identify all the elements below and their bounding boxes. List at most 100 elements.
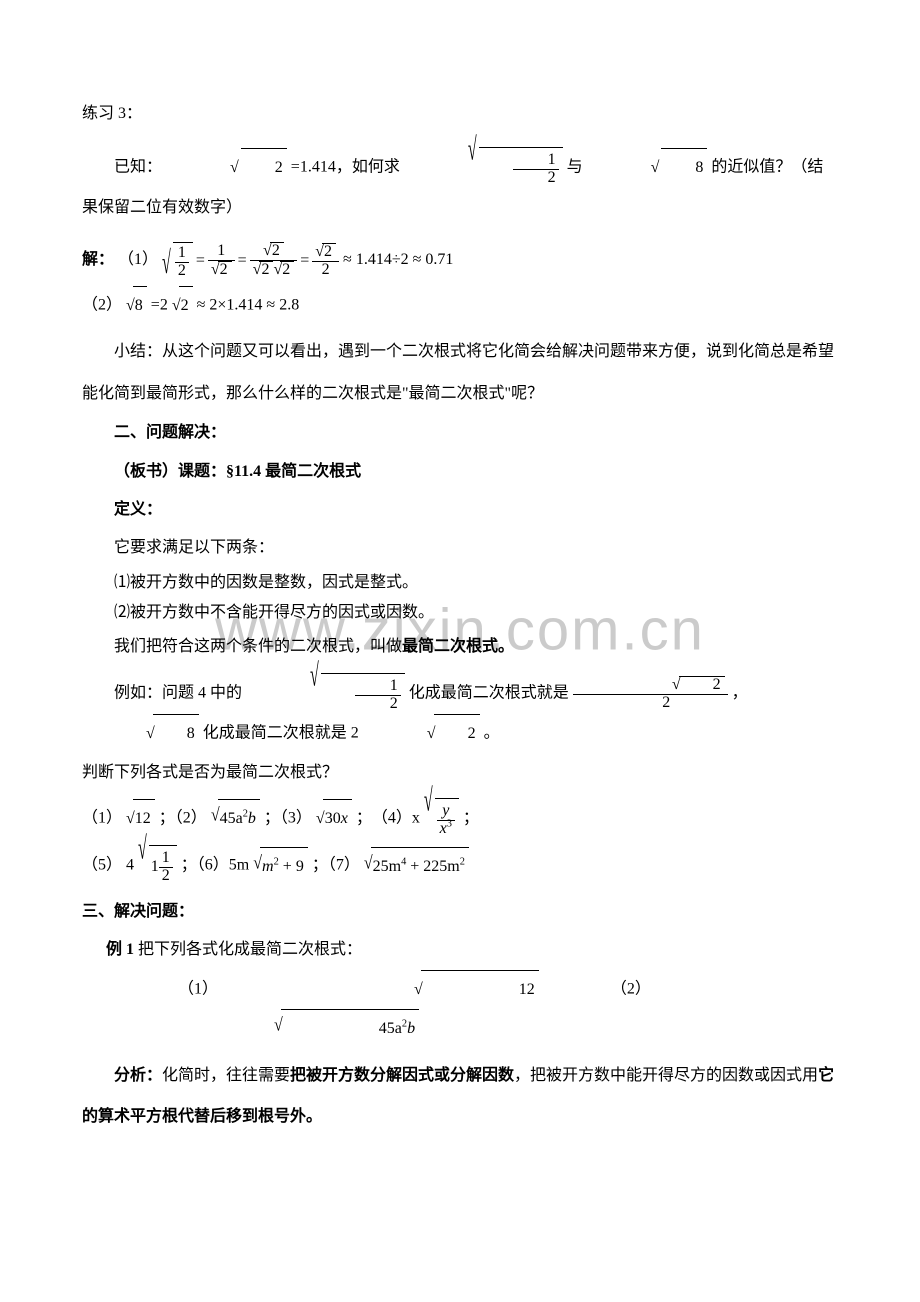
var-m: m <box>262 858 274 875</box>
radicand: 8 <box>153 714 199 753</box>
sqrt-2: √2 <box>211 261 232 279</box>
numerator: √2 <box>312 243 339 261</box>
s2-a: =2 <box>151 296 168 313</box>
surd-icon: √ <box>436 114 477 191</box>
radicand: 2 <box>241 148 287 187</box>
sqrt-half-b: √ 1 2 <box>162 242 193 280</box>
surd-icon: √ <box>395 715 436 753</box>
frac-half: 1 2 <box>513 152 559 187</box>
definition-intro: 它要求满足以下两条： <box>82 529 838 567</box>
text-given-b: =1.414，如何求 <box>291 159 400 176</box>
sup3: 3 <box>447 819 452 830</box>
sqrt-2-d: √2 <box>363 714 480 753</box>
eg-b: 化成最简二次根式就是 <box>409 684 569 701</box>
numerator: √2 <box>250 242 298 260</box>
section-2-heading: 二、问题解决： <box>82 414 838 452</box>
radicand: 2 <box>179 286 193 325</box>
denominator: √2 <box>208 260 235 279</box>
eq-sign: = <box>196 253 205 269</box>
r45a: 45a <box>379 1020 402 1037</box>
j6: （5） <box>82 857 122 874</box>
var-b: b <box>407 1020 415 1037</box>
frac-half: 1 2 <box>159 850 173 885</box>
radicand: 30x <box>323 799 352 838</box>
denominator: 2 <box>159 867 173 885</box>
sqrt-25m4-225m2: √25m4 + 225m2 <box>364 847 469 886</box>
eq-sign: = <box>238 253 247 269</box>
s2-b: ≈ 2×1.414 ≈ 2.8 <box>197 296 300 313</box>
ex1-label: 例 1 <box>106 941 134 958</box>
r45a: 45a <box>220 810 243 827</box>
radicand: 45a2b <box>218 799 260 838</box>
r25m: 25m <box>373 858 401 875</box>
definition-item-2: ⑵被开方数中不含能开得尽方的因式或因数。 <box>82 598 838 628</box>
coef-4: 4 <box>126 857 134 874</box>
eg-c: ， <box>732 684 748 701</box>
sqrt-12-b: √12 <box>222 970 539 1009</box>
judge-row-2: （5） 4 √ 1 1 2 ；（6）5m √m2 + 9 ；（7） √25m4 … <box>82 845 838 887</box>
radicand: m2 + 9 <box>260 847 308 886</box>
gap <box>543 980 607 997</box>
surd-icon: √ <box>114 715 155 753</box>
j7: ；（6）5m <box>181 857 249 874</box>
frac: 1 2 <box>175 245 189 280</box>
sqrt-8-b: √8 <box>126 286 147 325</box>
surd-icon: √ <box>278 639 319 716</box>
board-title: （板书）课题：§11.4 最简二次根式 <box>82 453 838 491</box>
sqrt-2: √2 <box>273 261 294 279</box>
s1-tail: ≈ 1.414÷2 ≈ 0.71 <box>343 251 453 268</box>
denominator: √2√2 <box>250 260 298 279</box>
frac-r2-over-2: √2 2 <box>312 243 339 279</box>
j5: ； <box>463 809 479 826</box>
numerator: 1 <box>208 243 235 260</box>
denominator: x3 <box>437 820 455 838</box>
ex1-2: （2） <box>611 980 651 997</box>
surd-icon: √ <box>364 842 373 886</box>
radicand: 2 <box>270 242 284 260</box>
numerator: 1 <box>513 152 559 169</box>
radicand: 2 <box>322 243 336 261</box>
frac-y-x3: y x3 <box>437 803 455 838</box>
var-b: b <box>248 810 256 827</box>
radicand: 2 <box>679 676 725 694</box>
analysis-paragraph: 分析：化简时，往往需要把被开方数分解因式或分解因数，把被开方数中能开得尽方的因数… <box>82 1055 838 1138</box>
j3: ；（3） <box>264 809 312 826</box>
given-line: 已知： √ 2 =1.414，如何求 √ 1 2 与 √ 8 的近似值？ <box>82 147 838 227</box>
denominator: 2 <box>513 169 559 187</box>
s2-open: （2） <box>82 296 122 313</box>
var-x: x <box>440 820 447 837</box>
example-line: 例如：问题 4 中的 √ 1 2 化成最简二次根式就是 √2 2 ， √8 <box>82 673 838 754</box>
section-3-heading: 三、解决问题： <box>82 893 838 931</box>
judge-heading: 判断下列各式是否为最简二次根式？ <box>82 754 838 792</box>
solution-line-2: （2） √8 =2 √2 ≈ 2×1.414 ≈ 2.8 <box>82 286 838 325</box>
plus9: + 9 <box>279 858 304 875</box>
frac-r2-2: √2 2 <box>573 676 728 712</box>
definition-summary: 我们把符合这两个条件的二次根式，叫做最简二次根式。 <box>82 628 838 666</box>
s1-math: √ 1 2 = 1 √2 <box>162 242 339 280</box>
radicand: 1 1 2 <box>149 845 177 887</box>
definition-heading: 定义： <box>82 491 838 529</box>
mixed-1: 1 <box>151 859 159 876</box>
radicand: 2 <box>259 261 273 279</box>
radicand: 45a2b <box>281 1009 419 1048</box>
j2: ；（2） <box>159 809 207 826</box>
denominator: 2 <box>355 695 401 713</box>
frac-r2-over-r2r2: √2 √2√2 <box>250 242 298 279</box>
surd-icon: √ <box>162 249 171 281</box>
surd-icon: √ <box>178 1004 283 1048</box>
surd-icon: √ <box>211 794 220 838</box>
sqrt-m2p9: √m2 + 9 <box>253 847 308 886</box>
radicand: 2 <box>218 261 232 279</box>
sqrt-2-a: √ 2 <box>166 148 287 187</box>
j4: ； （4）x <box>356 809 420 826</box>
sqrt-2: √2 <box>253 261 274 279</box>
radicand: 8 <box>661 148 707 187</box>
summary-paragraph: 小结：从这个问题又可以看出，遇到一个二次根式将它化简会给解决问题带来方便，说到化… <box>82 331 838 414</box>
example-1-items: （1） √12 （2） √45a2b <box>82 970 838 1049</box>
radicand: 12 <box>421 970 539 1009</box>
radicand: 25m4 + 225m2 <box>371 847 469 886</box>
numerator: 1 <box>175 245 189 262</box>
surd-icon: √ <box>318 971 423 1009</box>
frac-1-over-r2: 1 √2 <box>208 243 235 279</box>
analysis-d: ，把被开方数中能开得尽方的因数或因式用 <box>514 1067 818 1084</box>
